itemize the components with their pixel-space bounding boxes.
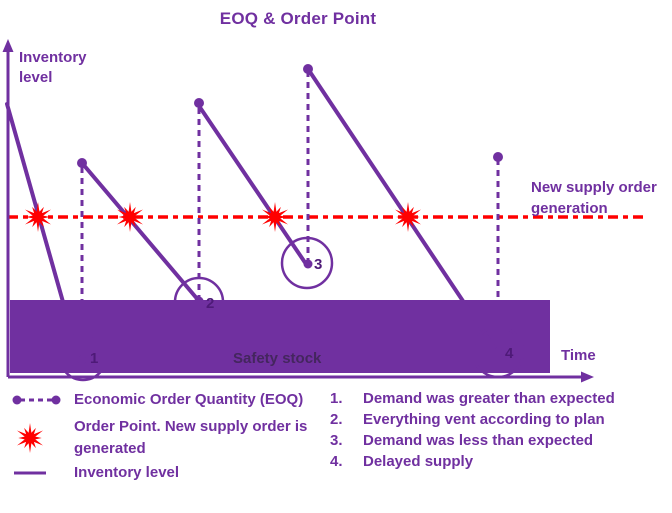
eoq-top-dot-1 [77, 158, 87, 168]
chart-title: EOQ & Order Point [219, 9, 377, 28]
legend-item-inventory-level: Inventory level [12, 462, 324, 484]
legend-item-eoq: Economic Order Quantity (EOQ) [12, 389, 324, 411]
order-point-star-2 [117, 202, 143, 232]
legend-label-order-point: Order Point. New supply order is generat… [74, 418, 308, 457]
inventory-decline-4 [306, 67, 499, 354]
inventory-decline-1 [5, 102, 82, 364]
eoq-bottom-dot-1 [77, 355, 87, 365]
note-item-3: 3. Demand was less than expected [330, 432, 660, 449]
note-item-1: 1. Demand was greater than expected [330, 390, 660, 407]
inventory-line-icon [12, 468, 62, 478]
eoq-top-dot-4 [493, 152, 503, 162]
note-number: 3. [330, 432, 343, 449]
eoq-dashed-line-icon [12, 393, 62, 407]
legend-label-inventory-level: Inventory level [74, 464, 180, 481]
note-text: Everything vent according to plan [363, 411, 605, 428]
event-circle-1 [58, 332, 108, 382]
note-item-2: 2. Everything vent according to plan [330, 411, 660, 428]
x-axis-label: Time [561, 347, 596, 364]
legend-item-order-point: Order Point. New supply order is generat… [12, 416, 324, 460]
x-axis-arrow [581, 371, 594, 383]
event-notes-list: 1. Demand was greater than expected 2. E… [330, 390, 660, 474]
eoq-top-dot-2 [194, 98, 204, 108]
event-circle-2 [173, 276, 225, 328]
order-point-star-icon [12, 420, 62, 456]
safety-stock-label: Safety stock [233, 350, 322, 367]
note-text: Demand was less than expected [363, 432, 594, 449]
eoq-bottom-dot-3 [303, 259, 313, 269]
y-axis-arrow [2, 39, 14, 52]
note-number: 1. [330, 390, 343, 407]
eoq-top-dot-3 [303, 64, 313, 74]
order-point-annotation: New supply order generation [531, 179, 657, 217]
inventory-decline-2 [80, 161, 201, 303]
y-axis-label: Inventory level [19, 49, 87, 86]
note-item-4: 4. Delayed supply [330, 453, 660, 470]
note-text: Demand was greater than expected [363, 390, 615, 407]
note-number: 4. [330, 453, 343, 470]
event-circle-3 [280, 236, 334, 290]
legend-label-eoq: Economic Order Quantity (EOQ) [74, 391, 304, 408]
legend-star-shape [17, 423, 43, 453]
order-point-star-1 [25, 202, 51, 232]
safety-stock-area [10, 300, 550, 373]
order-point-star-4 [395, 202, 421, 232]
inventory-decline-3 [195, 101, 308, 266]
legend: Economic Order Quantity (EOQ) Order Poin… [12, 389, 324, 489]
eoq-bottom-dot-4 [493, 347, 503, 357]
note-text: Delayed supply [363, 453, 474, 470]
note-number: 2. [330, 411, 343, 428]
order-point-star-3 [262, 202, 288, 232]
event-number-3: 3 [314, 256, 322, 273]
event-number-4: 4 [505, 345, 514, 362]
event-number-1: 1 [90, 350, 98, 367]
event-number-2: 2 [206, 295, 214, 312]
eoq-bottom-dot-2 [194, 296, 204, 306]
